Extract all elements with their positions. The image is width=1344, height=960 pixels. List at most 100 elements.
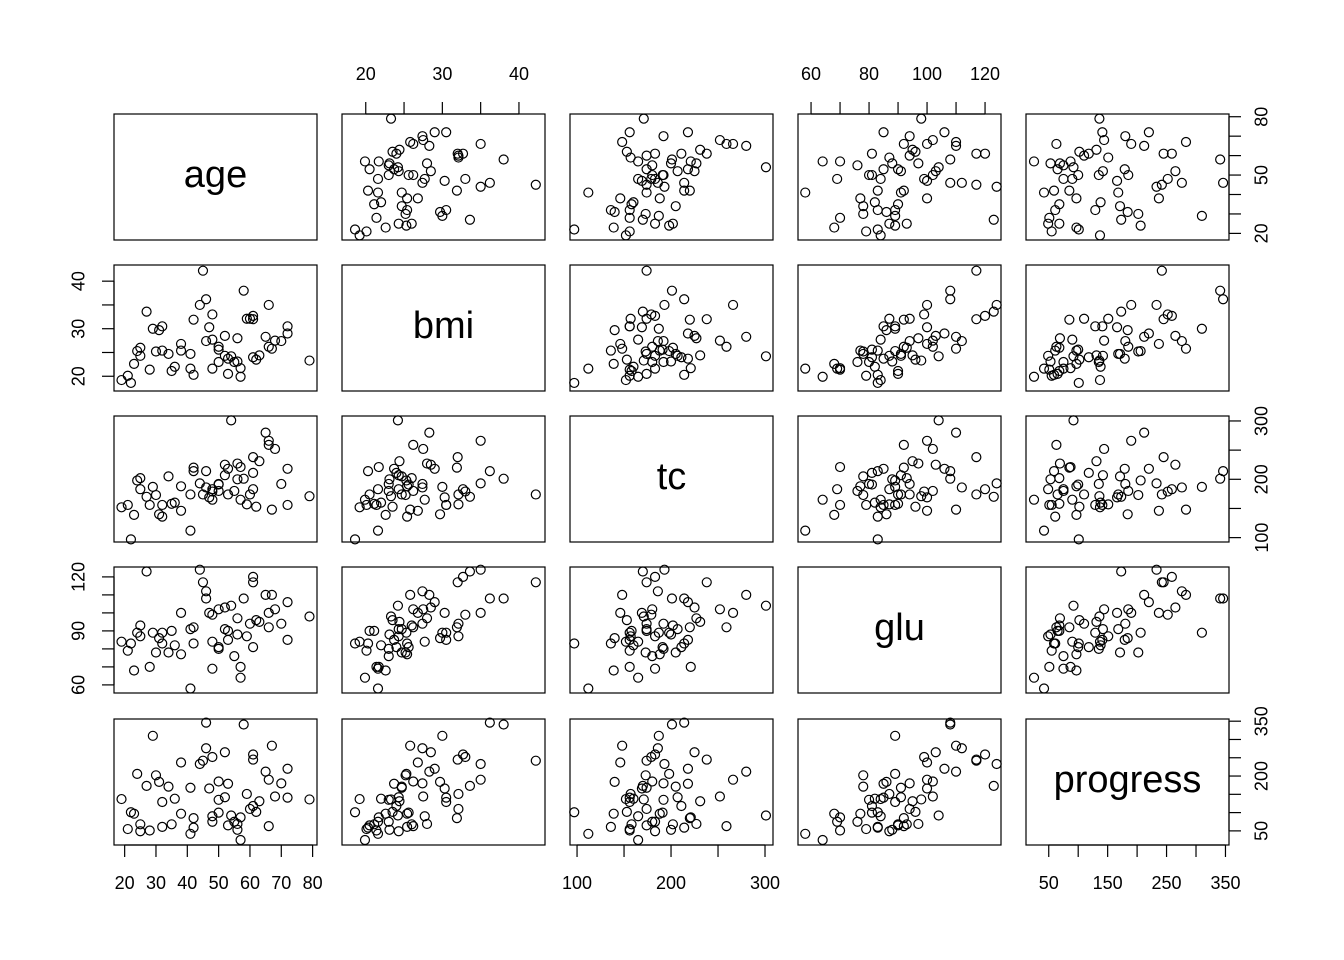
point bbox=[878, 164, 889, 175]
point bbox=[213, 344, 224, 355]
point bbox=[396, 489, 407, 500]
point bbox=[701, 314, 712, 325]
point bbox=[394, 456, 405, 467]
point bbox=[1064, 185, 1075, 196]
point bbox=[1153, 505, 1164, 516]
point bbox=[185, 828, 196, 839]
point bbox=[1151, 564, 1162, 575]
point bbox=[1153, 338, 1164, 350]
point bbox=[475, 478, 486, 489]
point bbox=[276, 778, 287, 789]
point bbox=[684, 185, 695, 196]
point bbox=[247, 577, 259, 588]
point bbox=[832, 173, 843, 185]
point bbox=[393, 218, 404, 229]
point bbox=[760, 162, 772, 173]
point bbox=[122, 499, 133, 511]
point bbox=[721, 341, 732, 352]
point bbox=[383, 650, 394, 662]
point bbox=[649, 218, 661, 229]
point bbox=[649, 663, 661, 674]
point bbox=[453, 803, 464, 815]
point bbox=[817, 156, 828, 167]
point bbox=[372, 525, 384, 536]
point bbox=[394, 144, 405, 155]
point bbox=[1073, 534, 1084, 545]
point bbox=[1113, 348, 1124, 360]
point bbox=[1114, 471, 1126, 482]
point bbox=[385, 113, 397, 124]
point bbox=[679, 638, 690, 649]
point bbox=[583, 187, 594, 198]
point bbox=[913, 158, 924, 169]
point bbox=[1091, 456, 1102, 467]
point bbox=[141, 780, 152, 792]
point bbox=[282, 763, 293, 774]
point bbox=[1133, 208, 1144, 220]
point bbox=[887, 824, 898, 835]
point bbox=[1065, 661, 1076, 673]
point bbox=[1139, 140, 1150, 151]
point bbox=[392, 600, 404, 611]
point bbox=[1094, 502, 1106, 513]
point bbox=[1038, 363, 1050, 374]
point bbox=[371, 212, 382, 223]
point bbox=[222, 778, 234, 789]
point bbox=[207, 486, 218, 497]
point bbox=[895, 489, 907, 500]
point bbox=[979, 310, 991, 321]
point bbox=[640, 208, 651, 220]
point bbox=[1052, 489, 1063, 500]
point bbox=[971, 179, 982, 190]
point bbox=[641, 265, 652, 276]
point bbox=[866, 479, 878, 490]
x-tick-label: 150 bbox=[1093, 873, 1123, 893]
point bbox=[219, 350, 230, 361]
point bbox=[219, 623, 230, 635]
y-tick-label: 60 bbox=[69, 675, 89, 695]
point bbox=[872, 224, 883, 235]
point bbox=[1095, 497, 1106, 508]
point bbox=[1114, 201, 1126, 212]
point bbox=[638, 113, 649, 124]
point bbox=[1143, 127, 1154, 138]
point bbox=[609, 632, 620, 644]
point bbox=[624, 127, 635, 138]
point bbox=[649, 148, 661, 159]
point bbox=[637, 780, 648, 792]
panel-frame bbox=[569, 566, 774, 694]
point bbox=[670, 781, 681, 792]
point bbox=[679, 717, 690, 728]
point bbox=[881, 325, 892, 336]
point bbox=[387, 146, 398, 157]
point bbox=[676, 148, 687, 159]
point bbox=[175, 757, 187, 768]
point bbox=[878, 778, 889, 789]
x-tick-label: 20 bbox=[356, 64, 376, 84]
point bbox=[1099, 604, 1110, 615]
point bbox=[872, 534, 883, 545]
point bbox=[369, 625, 380, 637]
point bbox=[166, 819, 177, 830]
point bbox=[375, 793, 387, 804]
point bbox=[901, 473, 912, 484]
point bbox=[219, 459, 230, 470]
point bbox=[714, 604, 726, 615]
y-tick-label: 200 bbox=[1252, 761, 1272, 791]
point bbox=[498, 593, 509, 604]
point bbox=[417, 618, 428, 629]
point bbox=[1111, 175, 1123, 186]
point bbox=[1139, 331, 1150, 342]
point bbox=[638, 794, 649, 805]
point bbox=[417, 743, 428, 754]
point bbox=[1099, 335, 1110, 346]
point bbox=[641, 618, 652, 629]
point bbox=[157, 796, 168, 808]
point bbox=[901, 218, 912, 229]
point bbox=[800, 187, 811, 198]
point bbox=[247, 452, 259, 463]
point bbox=[385, 491, 397, 502]
point bbox=[609, 776, 620, 787]
point bbox=[1103, 631, 1114, 642]
point bbox=[150, 346, 162, 357]
